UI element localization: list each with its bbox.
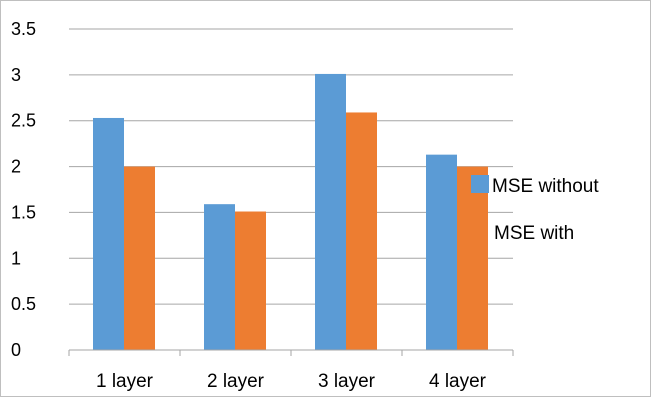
bar-mse-without-1 [93, 117, 124, 350]
bar-mse-with-3 [346, 112, 377, 351]
y-tick-label: 1 [11, 248, 21, 268]
legend-label: MSE without [492, 176, 599, 197]
x-tick-label: 2 layer [207, 371, 265, 392]
bar-mse-without-2 [204, 204, 235, 350]
y-tick-label: 2 [11, 157, 21, 177]
y-tick-label: 0.5 [11, 294, 36, 314]
bar-mse-without-4 [426, 154, 457, 350]
bar-mse-with-4 [457, 166, 488, 350]
bar-mse-with-1 [124, 166, 155, 350]
x-tick-label: 1 layer [96, 371, 154, 392]
x-tick-label: 3 layer [318, 371, 376, 392]
bar-mse-without-3 [315, 73, 346, 350]
bars [93, 73, 488, 351]
y-tick-label: 3.5 [11, 19, 36, 39]
legend-swatch-mse-without [471, 175, 489, 193]
y-tick-label: 3 [11, 65, 21, 85]
y-tick-label: 1.5 [11, 202, 36, 222]
bar-mse-with-2 [235, 211, 266, 350]
legend: MSE without MSE with [471, 175, 599, 244]
legend-label: MSE with [494, 223, 574, 244]
x-tick-labels: 1 layer 2 layer 3 layer 4 layer [96, 371, 487, 392]
axes [68, 349, 514, 356]
y-tick-label: 0 [11, 340, 21, 360]
y-tick-label: 2.5 [11, 111, 36, 131]
y-tick-labels: 0 0.5 1 1.5 2 2.5 3 3.5 [11, 19, 36, 360]
x-tick-label: 4 layer [429, 371, 487, 392]
